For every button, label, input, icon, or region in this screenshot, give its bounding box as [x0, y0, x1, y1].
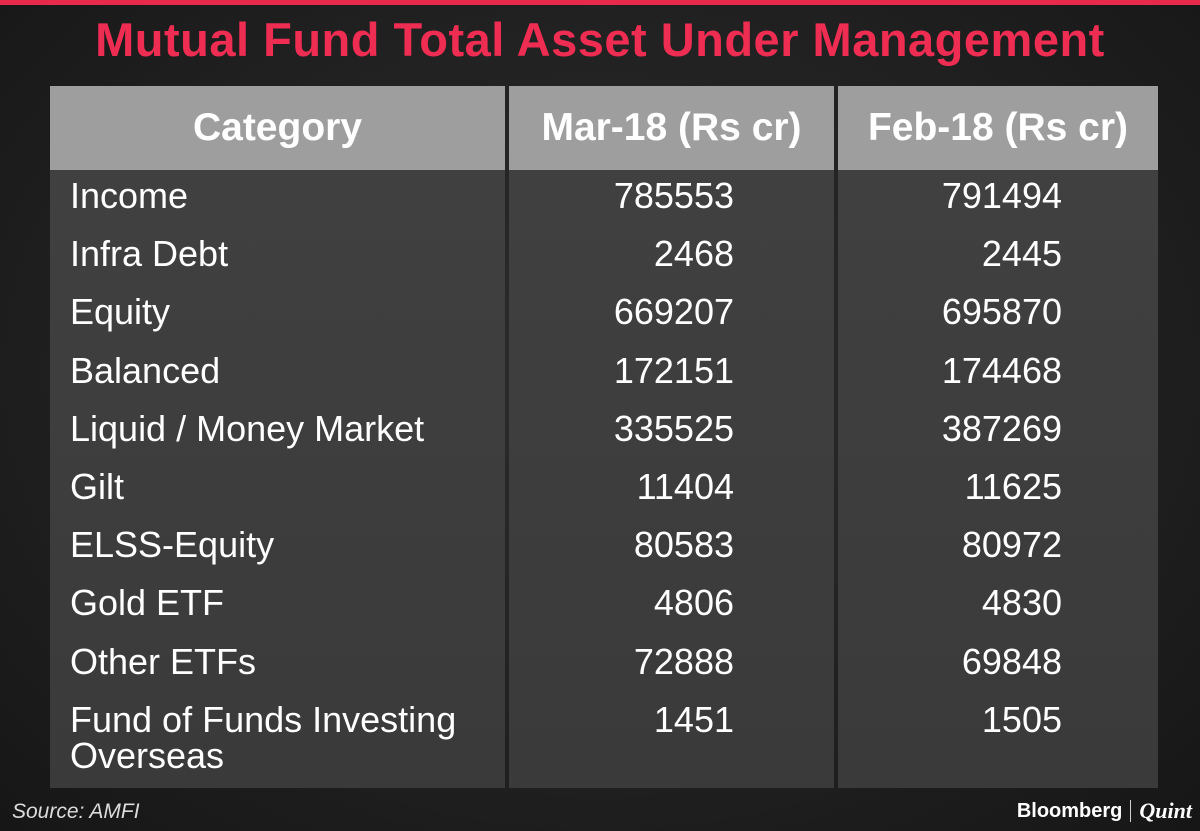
- row-value-feb18: 2445: [981, 233, 1062, 274]
- column-header-feb18: Feb-18 (Rs cr): [838, 86, 1158, 170]
- row-category: Equity: [70, 291, 171, 332]
- row-value-feb18: 174468: [941, 350, 1062, 391]
- row-value-mar18: 669207: [613, 291, 734, 332]
- chart-title: Mutual Fund Total Asset Under Management: [95, 13, 1105, 66]
- mar18-column-bg: [509, 86, 834, 788]
- row-category: Other ETFs: [70, 641, 257, 682]
- top-accent-bar: [0, 0, 1200, 5]
- category-column-bg: [50, 86, 505, 788]
- row-value-mar18: 335525: [613, 408, 734, 449]
- row-category: Balanced: [70, 350, 221, 391]
- feb18-column-bg: [838, 86, 1158, 788]
- row-category: Gilt: [70, 466, 124, 507]
- row-value-feb18: 695870: [941, 291, 1062, 332]
- column-header-category: Category: [50, 86, 505, 170]
- row-value-mar18: 785553: [613, 175, 734, 216]
- row-value-mar18: 72888: [633, 641, 734, 682]
- row-category: ELSS-Equity: [70, 524, 275, 565]
- row-category: Liquid / Money Market: [70, 408, 425, 449]
- row-value-mar18: 172151: [613, 350, 734, 391]
- row-category: Infra Debt: [70, 233, 229, 274]
- row-value-feb18: 4830: [981, 582, 1062, 623]
- row-category: Income: [70, 175, 189, 216]
- row-value-feb18: 80972: [961, 524, 1062, 565]
- row-value-mar18: 2468: [653, 233, 734, 274]
- column-header-mar18: Mar-18 (Rs cr): [509, 86, 834, 170]
- row-value-feb18: 69848: [961, 641, 1062, 682]
- row-category: Gold ETF: [70, 582, 225, 623]
- row-value-feb18: 11625: [964, 466, 1062, 507]
- row-value-mar18: 4806: [653, 582, 734, 623]
- row-category: Fund of Funds Investing Overseas: [70, 699, 457, 776]
- row-value-feb18: 1505: [981, 699, 1062, 740]
- brand-primary: Bloomberg: [1016, 799, 1123, 822]
- source-note: Source: AMFI: [12, 800, 140, 823]
- row-value-feb18: 791494: [941, 175, 1062, 216]
- row-value-feb18: 387269: [941, 408, 1062, 449]
- row-value-mar18: 1451: [653, 699, 734, 740]
- brand-divider: [1130, 800, 1132, 822]
- brand-logo: Bloomberg Quint: [1017, 798, 1192, 824]
- row-value-mar18: 11404: [636, 466, 734, 507]
- brand-secondary: Quint: [1139, 798, 1192, 823]
- row-value-mar18: 80583: [633, 524, 734, 565]
